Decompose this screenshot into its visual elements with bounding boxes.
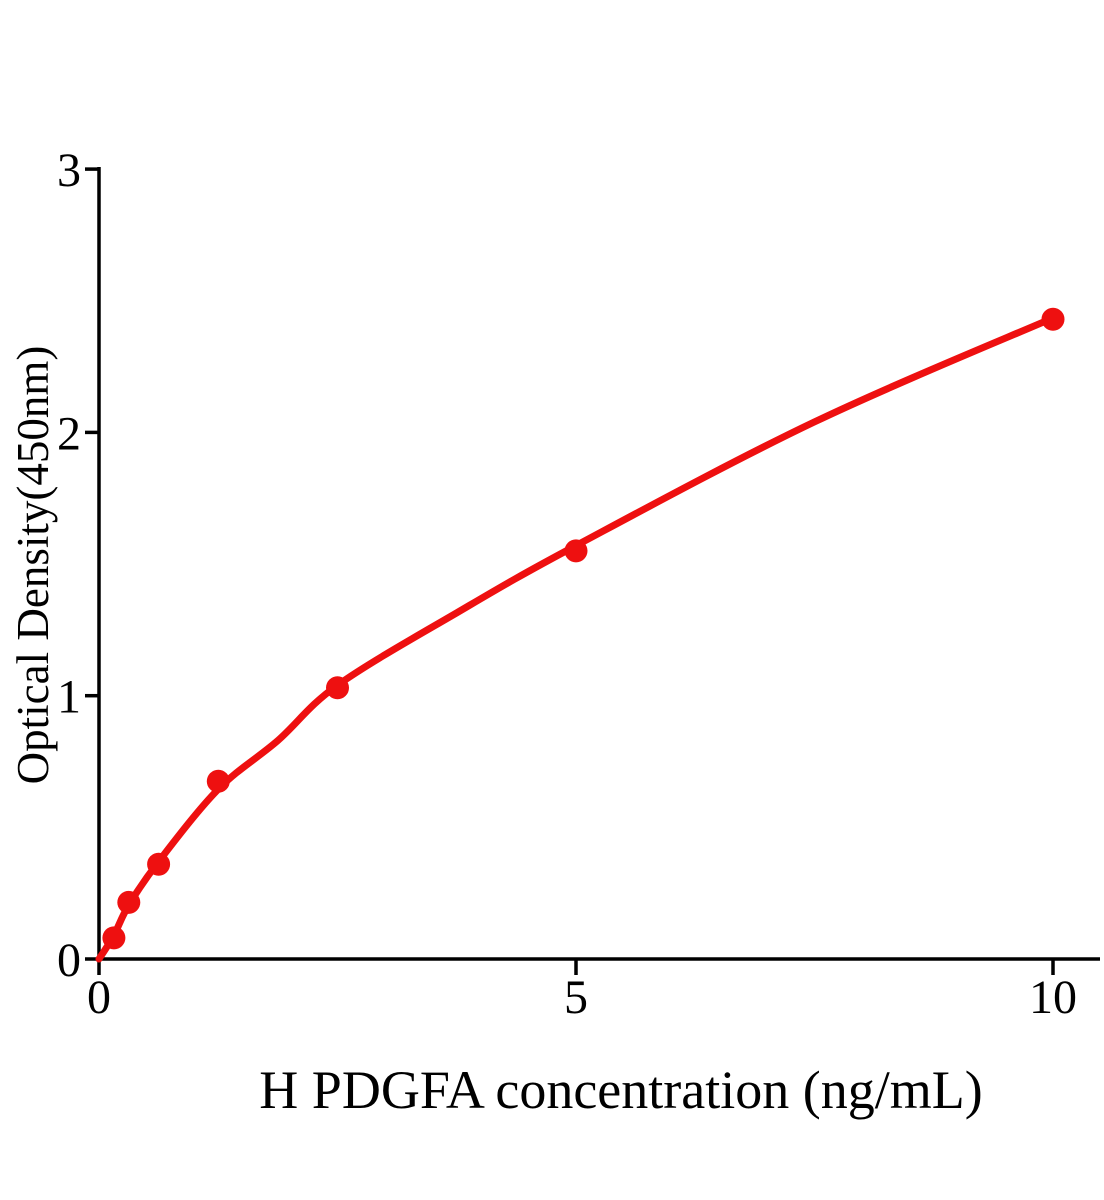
data-point [117, 890, 141, 914]
y-axis-title: Optical Density(450nm) [8, 346, 58, 785]
data-point [206, 769, 230, 793]
y-tick-label: 1 [57, 671, 81, 724]
axis-tick-labels: 0 5 10 0 1 2 3 [57, 144, 1077, 1024]
data-point [564, 539, 588, 563]
standard-fit-curve [95, 314, 1057, 963]
x-axis-title: H PDGFA concentration (ng/mL) [259, 1060, 982, 1120]
data-points-group [102, 307, 1065, 950]
x-tick-label: 5 [564, 971, 588, 1024]
x-tick-label: 10 [1029, 971, 1077, 1024]
y-tick-label: 2 [57, 407, 81, 460]
data-point [147, 852, 171, 876]
data-point [102, 926, 126, 950]
data-point [326, 676, 349, 700]
x-tick-label: 0 [87, 971, 111, 1024]
data-point [1041, 307, 1065, 331]
axes [97, 167, 1100, 961]
axis-ticks [85, 167, 1055, 975]
y-tick-label: 3 [57, 144, 81, 197]
fit-curve-group [95, 314, 1057, 963]
y-tick-label: 0 [57, 934, 81, 987]
